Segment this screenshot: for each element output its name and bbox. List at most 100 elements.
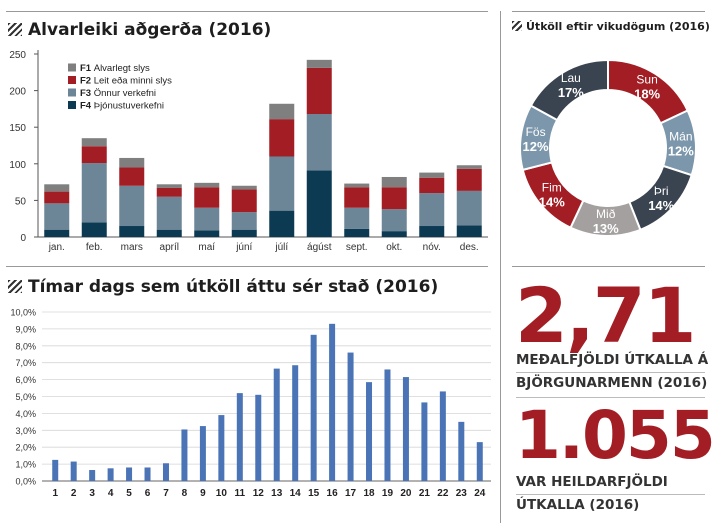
hour-bar xyxy=(52,459,59,481)
x-tick-label: 1 xyxy=(52,488,58,499)
legend-swatch xyxy=(68,76,76,84)
total-callouts-value: 1.055 xyxy=(515,397,713,474)
bar-f1 xyxy=(269,103,295,120)
monthly-title-text: Alvarleiki aðgerða (2016) xyxy=(28,20,272,40)
x-tick-label: 11 xyxy=(235,488,246,499)
hour-bar xyxy=(107,468,114,481)
avg-callouts-caption-2: BJÖRGUNARMENN (2016) xyxy=(516,375,708,391)
monthly-panel: Alvarleiki aðgerða (2016) 0 50 100 150 200 25… xyxy=(6,20,491,260)
bar-f1 xyxy=(456,165,482,169)
avg-callouts-value: 2,71 xyxy=(515,271,697,360)
y-tick-label: 9,0% xyxy=(15,324,36,334)
hour-bar xyxy=(292,365,299,481)
x-tick-label: 5 xyxy=(126,488,132,499)
bar-f2 xyxy=(456,168,482,191)
y-tick-label: 0,0% xyxy=(15,477,36,487)
hour-bar xyxy=(439,391,446,481)
y-tick-label: 150 xyxy=(9,123,26,134)
x-tick-label: nóv. xyxy=(423,242,441,253)
hour-bar xyxy=(366,382,373,481)
bar-f3 xyxy=(419,193,445,227)
legend-swatch xyxy=(68,63,76,72)
y-tick-label: 200 xyxy=(9,87,26,98)
x-tick-label: 10 xyxy=(216,488,228,499)
bar-f4 xyxy=(156,229,182,237)
monthly-title: Alvarleiki aðgerða (2016) xyxy=(8,20,491,40)
x-tick-label: jan. xyxy=(48,242,65,253)
y-tick-label: 2,0% xyxy=(15,443,36,453)
donut-day-label: Sun xyxy=(636,72,657,86)
hour-bar xyxy=(402,377,409,481)
hour-bar xyxy=(384,369,391,481)
hourly-title: Tímar dags sem útköll áttu sér stað (201… xyxy=(8,277,491,297)
x-tick-label: júlí xyxy=(274,242,288,253)
x-tick-label: júní xyxy=(235,242,252,253)
bar-f4 xyxy=(419,226,445,237)
x-tick-label: sept. xyxy=(346,242,368,253)
bar-f2 xyxy=(44,191,70,204)
hour-bar xyxy=(236,393,243,481)
donut-day-label: Lau xyxy=(561,71,581,85)
top-rule-right xyxy=(512,11,705,12)
bar-f4 xyxy=(269,210,295,237)
donut-percent-label: 14% xyxy=(539,195,565,210)
x-tick-label: 22 xyxy=(437,488,449,499)
x-tick-label: 17 xyxy=(345,488,357,499)
legend-entry: F2 Leit eða minni slys xyxy=(80,76,172,87)
y-tick-label: 100 xyxy=(9,160,26,171)
x-tick-label: 9 xyxy=(200,488,206,499)
hour-bar xyxy=(144,467,151,481)
donut-day-label: Fim xyxy=(542,181,562,195)
hourly-panel: Tímar dags sem útköll áttu sér stað (201… xyxy=(6,277,491,527)
x-tick-label: 3 xyxy=(89,488,95,499)
bar-f1 xyxy=(381,176,407,188)
x-tick-label: 8 xyxy=(182,488,188,499)
legend-entry: F4 Þjónustuverkefni xyxy=(80,101,164,112)
bar-f3 xyxy=(344,207,370,229)
bar-f1 xyxy=(44,184,70,192)
x-tick-label: 14 xyxy=(290,488,302,499)
avg-callouts-caption-1: MEÐALFJÖLDI ÚTKALLA Á xyxy=(516,352,709,368)
x-tick-label: 18 xyxy=(363,488,375,499)
x-tick-label: 2 xyxy=(71,488,77,499)
x-tick-label: 13 xyxy=(271,488,283,499)
hour-bar xyxy=(458,421,465,481)
donut-day-label: Mið xyxy=(596,207,616,221)
bar-f4 xyxy=(119,226,145,237)
bar-f2 xyxy=(419,177,445,194)
bar-f2 xyxy=(381,187,407,210)
x-tick-label: maí xyxy=(198,242,215,253)
hour-bar xyxy=(310,334,317,481)
top-rule-left xyxy=(6,11,488,12)
hour-bar xyxy=(70,461,77,481)
bar-f2 xyxy=(344,187,370,208)
bar-f3 xyxy=(156,196,182,230)
bar-f4 xyxy=(306,170,332,237)
y-tick-label: 6,0% xyxy=(15,375,36,385)
bar-f2 xyxy=(231,189,257,213)
bar-f1 xyxy=(306,59,332,68)
hour-bar xyxy=(273,368,280,481)
donut-percent-label: 14% xyxy=(648,198,674,213)
avg-caption-rule xyxy=(516,372,705,373)
bar-f3 xyxy=(44,203,70,230)
bar-f4 xyxy=(231,229,257,237)
bar-f1 xyxy=(231,185,257,190)
donut-percent-label: 12% xyxy=(523,139,549,154)
x-tick-label: 7 xyxy=(163,488,169,499)
weekday-donut-chart: Sun18%Mán12%Þri14%Mið13%Fim14%Fös12%Lau1… xyxy=(519,58,697,237)
total-callouts-caption-1: VAR HEILDARFJÖLDI xyxy=(516,474,668,490)
y-tick-label: 7,0% xyxy=(15,358,36,368)
weekday-title: Útköll eftir vikudögum (2016) xyxy=(512,20,710,33)
middle-rule-right xyxy=(512,266,705,267)
x-tick-label: 21 xyxy=(419,488,431,499)
x-tick-label: 20 xyxy=(400,488,412,499)
bar-f3 xyxy=(81,163,107,223)
bar-f2 xyxy=(194,187,220,208)
hour-bar xyxy=(126,467,133,481)
hourly-chart: 0,0% 1,0% 2,0% 3,0% 4,0% 5,0% 6,0% 7,0% 8,0% 9,0%… xyxy=(10,308,491,499)
hour-bar xyxy=(199,426,206,481)
hour-bar xyxy=(181,429,188,481)
x-tick-label: mars xyxy=(121,242,143,253)
bar-f3 xyxy=(269,156,295,211)
